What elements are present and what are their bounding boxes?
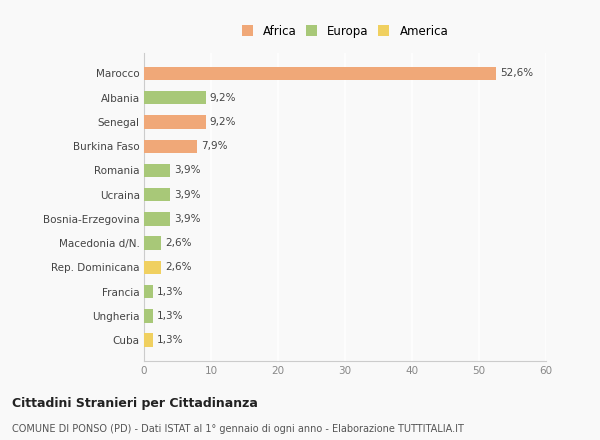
Bar <box>144 67 496 80</box>
Text: COMUNE DI PONSO (PD) - Dati ISTAT al 1° gennaio di ogni anno - Elaborazione TUTT: COMUNE DI PONSO (PD) - Dati ISTAT al 1° … <box>12 424 464 434</box>
Text: 7,9%: 7,9% <box>201 141 227 151</box>
Text: 3,9%: 3,9% <box>174 165 200 176</box>
Bar <box>144 139 197 153</box>
Bar <box>144 285 153 298</box>
Bar <box>144 334 153 347</box>
Text: 3,9%: 3,9% <box>174 190 200 200</box>
Bar <box>144 236 161 250</box>
Bar <box>144 261 161 274</box>
Bar <box>144 212 170 226</box>
Text: Cittadini Stranieri per Cittadinanza: Cittadini Stranieri per Cittadinanza <box>12 397 258 410</box>
Text: 3,9%: 3,9% <box>174 214 200 224</box>
Legend: Africa, Europa, America: Africa, Europa, America <box>242 25 448 38</box>
Text: 52,6%: 52,6% <box>500 69 533 78</box>
Text: 2,6%: 2,6% <box>166 238 192 248</box>
Bar <box>144 188 170 202</box>
Text: 2,6%: 2,6% <box>166 262 192 272</box>
Text: 1,3%: 1,3% <box>157 335 183 345</box>
Text: 9,2%: 9,2% <box>209 93 236 103</box>
Bar <box>144 164 170 177</box>
Bar <box>144 91 206 104</box>
Bar <box>144 115 206 128</box>
Text: 1,3%: 1,3% <box>157 311 183 321</box>
Bar <box>144 309 153 323</box>
Text: 9,2%: 9,2% <box>209 117 236 127</box>
Text: 1,3%: 1,3% <box>157 286 183 297</box>
